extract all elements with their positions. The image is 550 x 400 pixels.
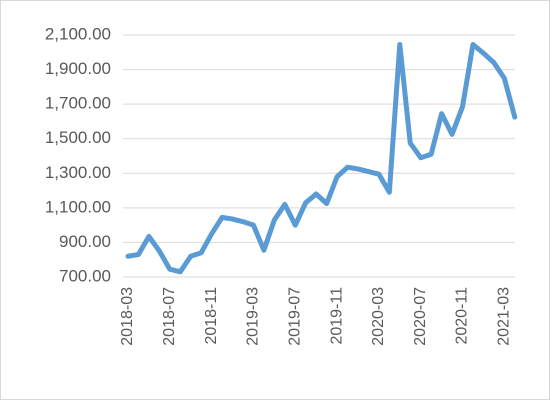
y-tick-label: 2,100.00 bbox=[45, 24, 111, 43]
y-tick-label: 1,100.00 bbox=[45, 197, 111, 216]
x-tick-label: 2019-03 bbox=[245, 287, 262, 346]
y-tick-label: 1,500.00 bbox=[45, 128, 111, 147]
x-tick-label: 2018-07 bbox=[161, 287, 178, 346]
x-tick-label: 2019-11 bbox=[328, 287, 345, 345]
x-tick-label: 2018-03 bbox=[119, 287, 136, 346]
x-tick-label: 2019-07 bbox=[286, 287, 303, 346]
y-tick-label: 1,900.00 bbox=[45, 59, 111, 78]
x-tick-label: 2020-07 bbox=[412, 287, 429, 346]
x-tick-label: 2020-03 bbox=[370, 287, 387, 346]
line bbox=[125, 42, 518, 275]
x-tick-label: 2020-11 bbox=[454, 287, 471, 345]
y-tick-label: 1,300.00 bbox=[45, 163, 111, 182]
x-tick-label: 2021-03 bbox=[496, 287, 513, 346]
y-tick-label: 700.00 bbox=[59, 266, 111, 285]
y-tick-label: 1,700.00 bbox=[45, 94, 111, 113]
y-tick-label: 900.00 bbox=[59, 232, 111, 251]
x-tick-label: 2018-11 bbox=[203, 287, 220, 345]
